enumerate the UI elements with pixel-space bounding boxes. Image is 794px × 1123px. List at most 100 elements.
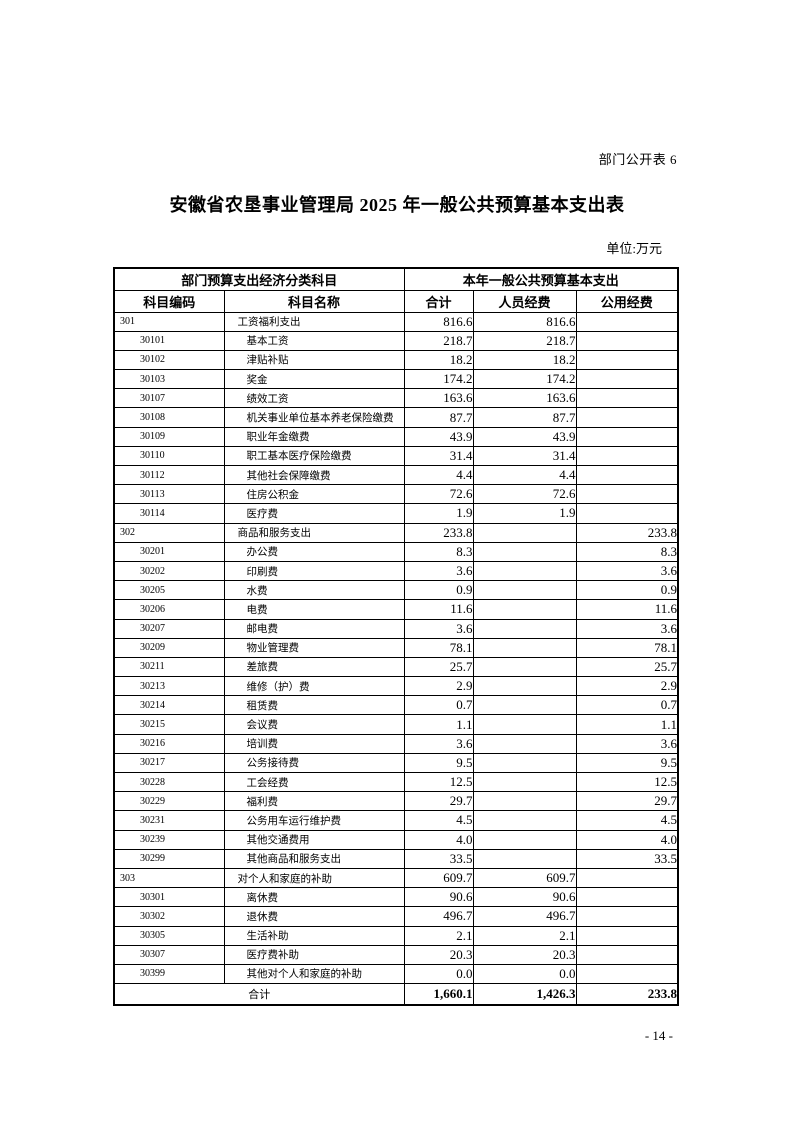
personnel-value-cell: 90.6 [472,887,577,908]
subject-name-cell: 维修（护）费 [223,676,405,697]
total-value-cell: 11.6 [403,599,474,620]
personnel-value-cell [472,810,577,831]
personnel-value-cell: 20.3 [472,944,577,965]
table-body: 301 工资福利支出 816.6 816.6 30101 基本工资 218.7 218.7 30… [113,311,679,985]
subject-code-cell: 30211 [113,656,225,678]
subject-name-cell: 电费 [223,599,405,620]
subject-name-cell: 租赁费 [223,695,405,716]
subject-code-cell: 30113 [113,484,225,505]
subject-code-cell: 30207 [113,618,225,639]
subject-name-cell: 其他交通费用 [223,829,405,850]
personnel-value-cell [472,522,577,543]
table-row: 30201 办公费 8.3 8.3 [113,541,679,562]
public-value-cell [575,464,679,486]
personnel-value-cell: 2.1 [472,925,577,946]
subject-code-cell: 30110 [113,445,225,467]
subject-name-cell: 商品和服务支出 [223,522,405,543]
subject-name-cell: 印刷费 [223,560,405,582]
subject-name-cell: 职工基本医疗保险缴费 [223,445,405,467]
total-value-cell: 31.4 [403,445,474,467]
table-row: 30229 福利费 29.7 29.7 [113,791,679,812]
subject-code-cell: 30107 [113,388,225,409]
personnel-value-cell: 18.2 [472,349,577,371]
total-row-public-value: 233.8 [575,983,679,1006]
subject-name-cell: 差旅费 [223,656,405,678]
public-value-cell [575,906,679,927]
total-value-cell: 87.7 [403,407,474,428]
public-value-cell: 12.5 [575,771,679,793]
table-row: 301 工资福利支出 816.6 816.6 [113,311,679,332]
total-value-cell: 4.5 [403,810,474,831]
table-row: 30228 工会经费 12.5 12.5 [113,771,679,793]
subject-code-cell: 30215 [113,714,225,735]
table-row: 30114 医疗费 1.9 1.9 [113,503,679,524]
personnel-value-cell [472,580,577,601]
total-value-cell: 8.3 [403,541,474,562]
subject-name-cell: 其他对个人和家庭的补助 [223,963,405,985]
total-value-cell: 78.1 [403,637,474,658]
public-value-cell [575,349,679,371]
subject-name-cell: 奖金 [223,369,405,390]
total-row-total-value: 1,660.1 [403,983,474,1006]
total-value-cell: 29.7 [403,791,474,812]
total-value-cell: 33.5 [403,848,474,869]
subject-code-cell: 301 [113,311,225,332]
subject-code-cell: 30214 [113,695,225,716]
personnel-value-cell: 72.6 [472,484,577,505]
page-number: - 14 - [644,1028,673,1043]
public-value-cell [575,963,679,985]
subject-name-cell: 水费 [223,580,405,601]
total-value-cell: 496.7 [403,906,474,927]
public-value-cell [575,330,679,351]
total-value-cell: 2.9 [403,676,474,697]
public-value-cell [575,311,679,332]
personnel-value-cell [472,848,577,869]
public-value-cell: 9.5 [575,752,679,774]
total-value-cell: 72.6 [403,484,474,505]
column-header-public: 公用经费 [575,289,679,313]
subject-name-cell: 其他社会保障缴费 [223,464,405,486]
subject-name-cell: 工会经费 [223,771,405,793]
group-header-classification: 部门预算支出经济分类科目 [113,267,405,291]
subject-name-cell: 办公费 [223,541,405,562]
subject-code-cell: 30302 [113,906,225,927]
public-value-cell [575,887,679,908]
table-row: 302 商品和服务支出 233.8 233.8 [113,522,679,543]
personnel-value-cell: 31.4 [472,445,577,467]
table-row: 30206 电费 11.6 11.6 [113,599,679,620]
subject-code-cell: 30299 [113,848,225,869]
public-value-cell [575,503,679,524]
public-value-cell [575,407,679,428]
public-value-cell [575,925,679,946]
table-row: 30213 维修（护）费 2.9 2.9 [113,676,679,697]
subject-code-cell: 30307 [113,944,225,965]
subject-name-cell: 医疗费补助 [223,944,405,965]
table-row: 30109 职业年金缴费 43.9 43.9 [113,426,679,447]
subject-code-cell: 30103 [113,369,225,390]
subject-name-cell: 生活补助 [223,925,405,946]
subject-code-cell: 30229 [113,791,225,812]
subject-code-cell: 30201 [113,541,225,562]
total-value-cell: 1.1 [403,714,474,735]
subject-name-cell: 绩效工资 [223,388,405,409]
personnel-value-cell: 218.7 [472,330,577,351]
public-value-cell: 4.0 [575,829,679,850]
subject-name-cell: 住房公积金 [223,484,405,505]
personnel-value-cell: 0.0 [472,963,577,985]
personnel-value-cell: 4.4 [472,464,577,486]
table-row: 303 对个人和家庭的补助 609.7 609.7 [113,867,679,889]
subject-name-cell: 退休费 [223,906,405,927]
public-value-cell [575,484,679,505]
header-note: 部门公开表 6 [598,152,677,167]
personnel-value-cell: 174.2 [472,369,577,390]
subject-name-cell: 邮电费 [223,618,405,639]
column-header-subject-code: 科目编码 [113,289,225,313]
unit-note: 单位:万元 [606,241,662,256]
budget-table: 部门预算支出经济分类科目 本年一般公共预算基本支出 科目编码 科目名称 合计 人… [113,267,680,1006]
public-value-cell [575,867,679,889]
public-value-cell: 2.9 [575,676,679,697]
personnel-value-cell [472,714,577,735]
table-row: 30205 水费 0.9 0.9 [113,580,679,601]
subject-code-cell: 30112 [113,464,225,486]
total-value-cell: 1.9 [403,503,474,524]
